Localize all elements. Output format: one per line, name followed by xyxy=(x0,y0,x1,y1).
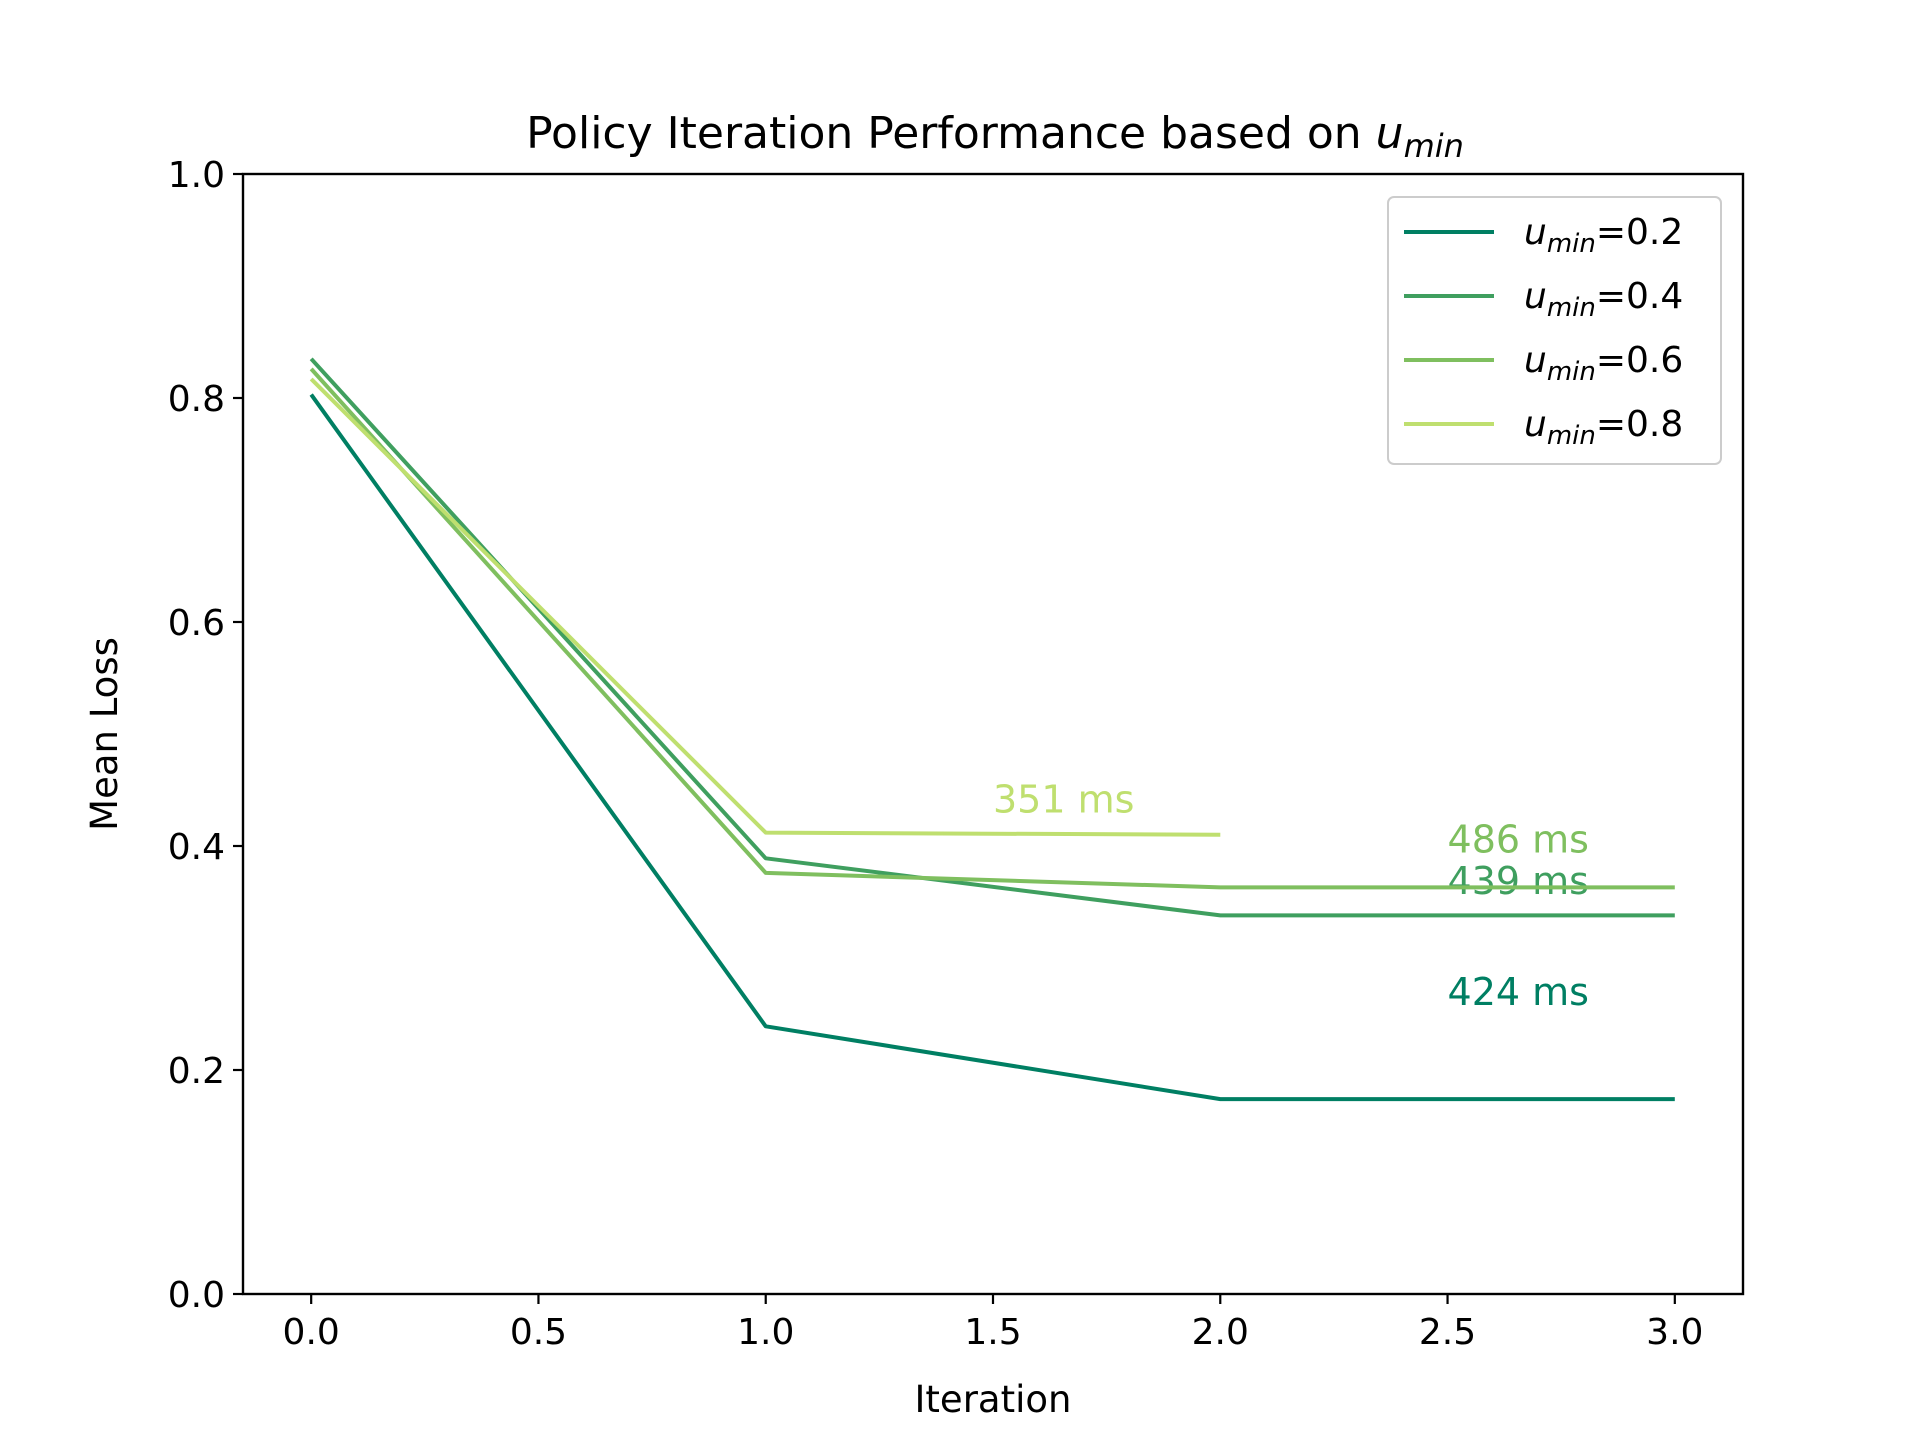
x-tick-label: 2.0 xyxy=(1192,1312,1249,1353)
series-line-0-6 xyxy=(309,367,1675,890)
legend-subscript: min xyxy=(1547,421,1596,451)
x-tick-label: 3.0 xyxy=(1646,1312,1703,1353)
x-tick-label: 0.5 xyxy=(510,1312,567,1353)
series-annotation: 439 ms xyxy=(1448,859,1589,903)
legend-label: umin=0.4 xyxy=(1524,276,1683,323)
legend-subscript: min xyxy=(1547,229,1596,259)
legend-subscript: min xyxy=(1547,357,1596,387)
legend-subscript: min xyxy=(1547,293,1596,323)
legend-variable: u xyxy=(1524,404,1547,445)
y-tick-label: 1.0 xyxy=(168,155,225,196)
legend-value: =0.2 xyxy=(1596,212,1683,253)
y-tick-label: 0.8 xyxy=(168,379,225,420)
y-tick-label: 0.2 xyxy=(168,1051,225,1092)
y-tick-label: 0.0 xyxy=(168,1275,225,1316)
x-tick-label: 2.5 xyxy=(1419,1312,1476,1353)
legend-value: =0.6 xyxy=(1596,340,1683,381)
x-tick-label: 0.0 xyxy=(283,1312,340,1353)
series-annotation: 351 ms xyxy=(993,777,1134,821)
chart-title: Policy Iteration Performance based on um… xyxy=(526,108,1464,165)
legend-label: umin=0.8 xyxy=(1524,404,1683,451)
series-annotation: 486 ms xyxy=(1448,818,1589,862)
x-tick-label: 1.5 xyxy=(964,1312,1021,1353)
legend-variable: u xyxy=(1524,276,1547,317)
chart-title-variable: u xyxy=(1376,108,1404,159)
legend-value: =0.8 xyxy=(1596,404,1683,445)
legend-label: umin=0.2 xyxy=(1524,212,1683,259)
legend-label: umin=0.6 xyxy=(1524,340,1683,387)
legend-box xyxy=(1387,196,1722,465)
series-annotation: 424 ms xyxy=(1448,970,1589,1014)
legend-variable: u xyxy=(1524,212,1547,253)
chart-title-subscript: min xyxy=(1404,127,1464,165)
y-tick-label: 0.4 xyxy=(168,827,225,868)
legend-variable: u xyxy=(1524,340,1547,381)
x-axis-label: Iteration xyxy=(915,1378,1072,1421)
y-axis-label: Mean Loss xyxy=(83,637,126,831)
series-line-0-8 xyxy=(309,377,1221,837)
y-tick-label: 0.6 xyxy=(168,603,225,644)
legend-value: =0.4 xyxy=(1596,276,1683,317)
x-tick-label: 1.0 xyxy=(737,1312,794,1353)
series-line-0-2 xyxy=(309,393,1675,1102)
chart-title-text: Policy Iteration Performance based on xyxy=(526,108,1376,159)
